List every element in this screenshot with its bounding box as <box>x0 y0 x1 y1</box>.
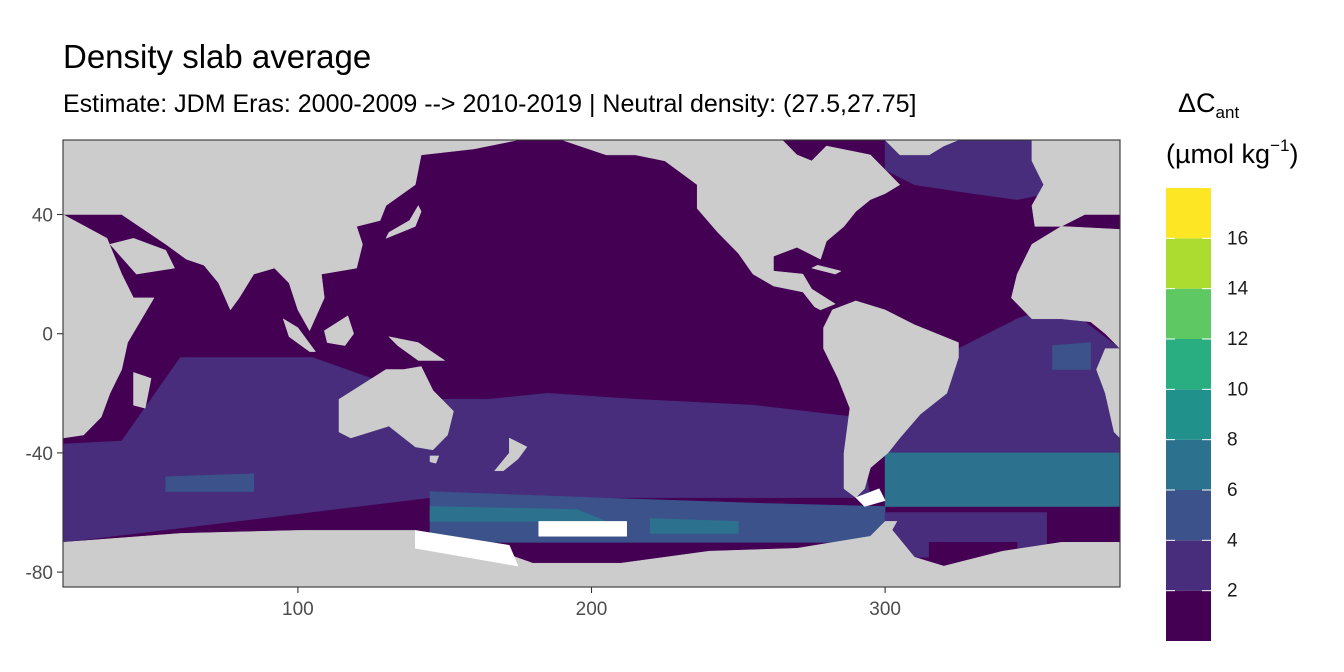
chart-subtitle: Estimate: JDM Eras: 2000-2009 --> 2010-2… <box>63 90 917 118</box>
legend-tick-label: 8 <box>1227 430 1238 451</box>
no-data-weddell-ice <box>415 530 519 567</box>
land-europe <box>1031 140 1120 227</box>
y-tick-label: 0 <box>42 325 53 346</box>
no-data-mask <box>63 137 1120 567</box>
land-west-africa <box>1011 226 1120 349</box>
land-japan <box>385 205 422 239</box>
land-greenland <box>884 140 959 156</box>
land-antarctic-peninsula <box>869 521 898 543</box>
x-tick-label: 200 <box>576 599 608 620</box>
land-africa-east-wrap <box>1096 348 1120 439</box>
legend-units-close: ) <box>1289 139 1298 169</box>
legend-units-superscript: −1 <box>1270 136 1289 155</box>
legend-swatch <box>1166 590 1211 641</box>
chart-title: Density slab average <box>63 38 372 75</box>
legend-title: ΔCant <box>1178 88 1239 122</box>
legend-swatch <box>1166 439 1211 490</box>
legend-swatch <box>1166 389 1211 440</box>
land-madagascar <box>133 372 152 409</box>
legend-title-subscript: ant <box>1216 103 1240 122</box>
legend-swatch <box>1166 188 1211 239</box>
legend-swatch <box>1166 238 1211 289</box>
land-tasmania <box>429 455 440 464</box>
y-tick-label: -80 <box>26 563 53 584</box>
legend-colorbar <box>1166 188 1211 641</box>
legend-tick-label: 14 <box>1227 279 1249 300</box>
land-sumatra <box>282 318 316 352</box>
y-tick-label: -40 <box>26 444 53 465</box>
land-asia <box>63 140 520 332</box>
x-axis: 100 200 300 <box>282 587 901 620</box>
x-tick-label: 300 <box>869 599 901 620</box>
legend-tick-label: 10 <box>1227 379 1248 400</box>
land-new-guinea <box>388 336 446 361</box>
ocean-region-equatorial-atlantic <box>1052 342 1091 370</box>
land-south-america <box>823 300 959 498</box>
legend-tick-labels: 2 4 6 8 10 12 14 16 <box>1166 228 1249 602</box>
x-tick-label: 100 <box>282 599 314 620</box>
y-tick-label: 40 <box>32 206 53 227</box>
legend-tick-label: 16 <box>1227 228 1248 249</box>
land-arabia <box>109 238 175 275</box>
ocean-region-pacific-strip-2 <box>649 518 739 534</box>
land-africa <box>63 214 155 453</box>
no-data-drake <box>855 488 886 507</box>
legend-swatch <box>1166 490 1211 541</box>
land-australia <box>338 366 454 451</box>
no-data-arctic-strip <box>63 137 1120 139</box>
land-borneo <box>324 315 354 346</box>
legend-tick-label: 6 <box>1227 480 1238 501</box>
legend-title-base: ΔC <box>1178 88 1216 118</box>
legend-swatch <box>1166 339 1211 390</box>
no-data-ross-sea <box>538 521 627 537</box>
map-panel <box>62 137 1121 588</box>
legend-tick-label: 12 <box>1227 329 1248 350</box>
legend-units-base: (µmol kg <box>1166 139 1270 169</box>
legend-units: (µmol kg−1) <box>1166 136 1298 169</box>
ocean-region-indian-patch <box>165 473 255 492</box>
legend-swatch <box>1166 540 1211 591</box>
land-mask <box>63 140 1120 587</box>
land-north-america <box>562 140 901 311</box>
y-axis: 40 0 -40 -80 <box>26 206 63 584</box>
ocean-region-south-atlantic-band <box>884 452 1120 507</box>
legend-swatch <box>1166 288 1211 339</box>
legend-tick-label: 2 <box>1227 581 1238 602</box>
legend: ΔCant (µmol kg−1) 2 4 6 8 10 12 14 16 <box>1166 88 1298 641</box>
land-cuba <box>810 264 842 275</box>
legend-tick-label: 4 <box>1227 530 1238 551</box>
land-new-zealand <box>494 437 528 472</box>
